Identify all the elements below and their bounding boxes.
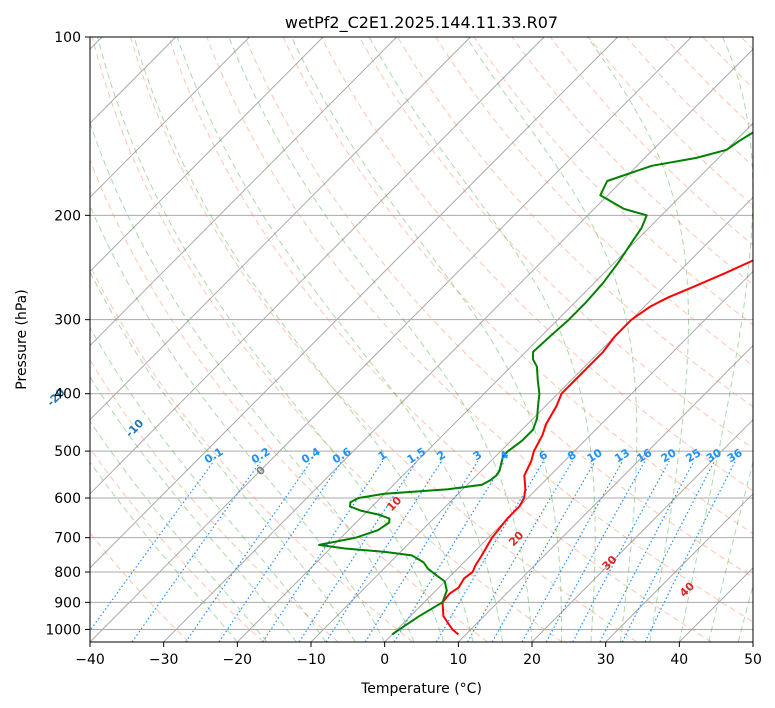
dry-adiabat-line [130, 37, 638, 642]
y-tick-label: 500 [54, 444, 81, 460]
mixing-ratio-line [393, 460, 506, 642]
x-axis-title: Temperature (°C) [360, 681, 482, 697]
mixing-ratio-line [90, 460, 215, 632]
dry-adiabat-line [90, 264, 414, 642]
moist-adiabat-line [133, 37, 474, 642]
isotherm-gridline [163, 48, 753, 642]
moist-adiabat-line [90, 326, 327, 642]
y-tick-label: 100 [54, 30, 81, 46]
mixing-ratio-line [262, 460, 384, 642]
x-tick-label: 0 [380, 652, 389, 668]
moist-adiabat-line [97, 37, 445, 642]
dewpoint-profile-line [318, 131, 753, 636]
isotherm-gridline [90, 37, 398, 347]
y-tick-label: 400 [54, 387, 81, 403]
moist-adiabat-line [90, 420, 268, 642]
isotherm-gridline [90, 37, 545, 495]
isotherm-gridline [90, 37, 619, 569]
isotherm-gridline [90, 37, 471, 421]
x-tick-label: 20 [523, 652, 541, 668]
x-tick-label: 30 [597, 652, 615, 668]
moist-adiabat-line [708, 460, 753, 642]
mixing-ratio-line [364, 460, 479, 642]
dry-adiabat-line [282, 37, 753, 535]
dry-adiabat-line [435, 37, 753, 367]
dry-adiabat-line [320, 37, 753, 492]
moist-adiabat-line [678, 37, 753, 642]
isotherm-gridline [457, 344, 753, 642]
moist-adiabat-line [465, 37, 638, 642]
dry-adiabat-line [473, 37, 753, 326]
isotherm-gridline [531, 418, 753, 642]
mixing-ratio-line [298, 460, 418, 642]
moist-adiabat-line [587, 37, 689, 642]
sounding-profiles [318, 131, 753, 636]
moist-adiabat-line [176, 37, 503, 642]
moist-adiabat-line [291, 37, 562, 642]
mixing-ratio-line [491, 460, 596, 642]
dry-adiabat-line [90, 358, 339, 642]
y-axis-title: Pressure (hPa) [14, 289, 30, 389]
x-tick-label: −10 [296, 652, 326, 668]
y-tick-label: 300 [54, 313, 81, 329]
isotherm-gridline [90, 37, 250, 199]
isotherm-gridline [90, 37, 324, 273]
moist-adiabat-line [228, 37, 533, 642]
axis-ticks: −40 −30 −20 −10 0 10 20 30 40 50 100 200 300 400 500 60… [45, 30, 762, 668]
isotherm-gridline [605, 493, 753, 642]
y-tick-label: 900 [54, 595, 81, 611]
moist-adiabat-line [90, 270, 356, 642]
mixing-ratio-line [131, 460, 262, 642]
x-tick-label: 40 [670, 652, 688, 668]
mixing-ratio-line [621, 460, 716, 642]
moist-adiabat-line [90, 375, 297, 642]
dry-adiabat-line [511, 37, 753, 286]
y-tick-label: 1000 [45, 622, 81, 638]
temperature-profile-line [441, 259, 753, 636]
x-tick-label: −30 [149, 652, 179, 668]
isotherm-gridline [384, 270, 753, 642]
x-tick-label: −40 [75, 652, 105, 668]
moist-adiabat-line [737, 583, 753, 642]
mixing-ratio-line [599, 460, 695, 642]
mixing-ratio-line [644, 460, 736, 642]
mixing-ratio-line [521, 460, 624, 642]
chart-title: wetPf2_C2E1.2025.144.11.33.R07 [285, 13, 558, 33]
isotherm-gridline [90, 37, 692, 642]
mixing-ratio-line [572, 460, 670, 642]
x-tick-label: 50 [744, 652, 762, 668]
x-tick-label: 10 [449, 652, 467, 668]
dry-adiabat-line [168, 37, 712, 642]
y-tick-label: 800 [54, 565, 81, 581]
y-tick-label: 700 [54, 531, 81, 547]
moist-adiabat-line [90, 121, 415, 642]
x-tick-label: −20 [223, 652, 253, 668]
dry-adiabat-line [244, 37, 753, 578]
mixing-ratio-line [325, 460, 443, 642]
y-tick-label: 600 [54, 491, 81, 507]
moist-adiabat-line [368, 37, 596, 642]
moist-adiabat-line [90, 461, 238, 642]
dry-adiabat-line [90, 447, 264, 642]
plot-frame [89, 36, 754, 643]
dry-adiabat-line [206, 37, 753, 623]
moist-adiabat-line [90, 204, 386, 642]
dry-adiabat-line [91, 37, 563, 642]
mixing-ratio-line [545, 460, 646, 642]
y-tick-label: 200 [54, 208, 81, 224]
background-lines [90, 37, 753, 642]
